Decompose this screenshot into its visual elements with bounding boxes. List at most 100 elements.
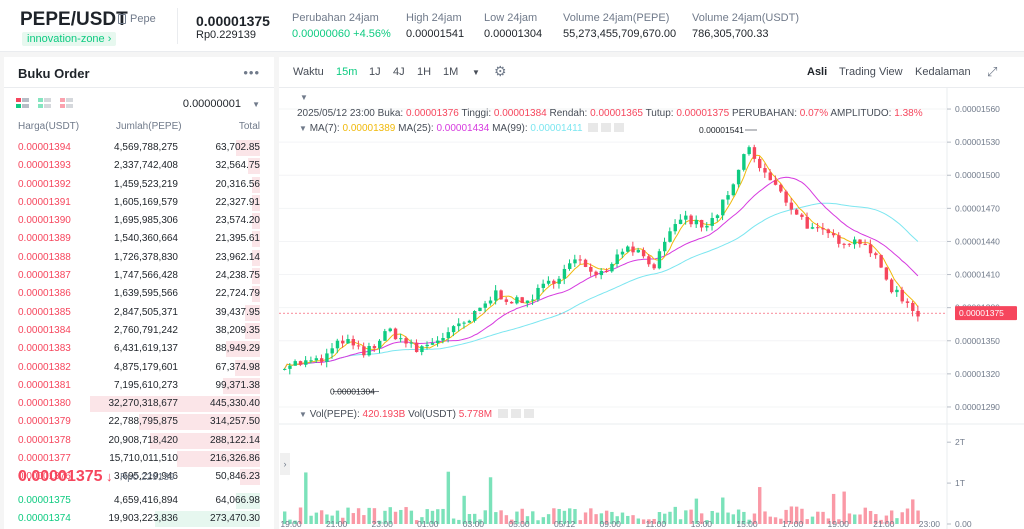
caret-down-icon[interactable]: ▼ [472,68,480,77]
row-price: 0.00001375 [18,495,71,506]
time-tick-label: 09:00 [600,519,622,529]
interval-15m[interactable]: 15m [336,66,358,78]
pair-symbol[interactable]: PEPE/USDT [20,9,128,30]
row-price: 0.00001391 [18,196,71,208]
innovation-zone-tag[interactable]: innovation-zone › [22,32,117,46]
ask-row[interactable]: 0.00001378 20,908,718,420 288,122.14 [4,432,274,450]
volume-bar [283,511,287,524]
ask-row[interactable]: 0.00001383 6,431,619,137 88,949.29 [4,340,274,358]
time-tick-label: 17:00 [782,519,804,529]
ask-row[interactable]: 0.00001393 2,337,742,408 32,564.75 [4,157,274,175]
depth-bar [251,268,260,285]
view-kedalaman[interactable]: Kedalaman [915,66,971,78]
row-amount: 3,695,219,946 [114,471,178,483]
row-total: 39,437.95 [215,306,261,318]
col-price: Harga(USDT) [18,121,80,132]
view-asli[interactable]: Asli [807,66,828,78]
volume-bar [288,519,292,524]
ask-row[interactable]: 0.00001379 22,788,795,875 314,257.50 [4,413,274,431]
ask-row[interactable]: 0.00001382 4,875,179,601 67,374.98 [4,359,274,377]
ask-row[interactable]: 0.00001385 2,847,505,371 39,437.95 [4,304,274,322]
time-tick-label: 19:00 [828,519,850,529]
ask-row[interactable]: 0.00001381 7,195,610,273 99,371.38 [4,377,274,395]
chevron-right-icon[interactable]: › [280,453,290,475]
both-sides-view-icon[interactable] [16,98,30,108]
settings-icon[interactable] [510,409,521,418]
row-price: 0.00001380 [18,398,71,410]
row-total: 23,962.14 [215,251,261,263]
asks-only-view-icon[interactable] [60,98,74,108]
volume-bar [884,515,889,524]
interval-4j[interactable]: 4J [393,66,405,78]
candle-body [457,323,461,327]
last-price-fiat: Rp0.229139 [196,29,256,41]
candle-body [626,246,630,252]
candle-body [420,346,424,353]
candle-body [779,184,783,192]
volume-bar [736,509,741,524]
ask-row[interactable]: 0.00001380 32,270,318,677 445,330.40 [4,395,274,413]
ask-row[interactable]: 0.00001388 1,726,378,830 23,962.14 [4,249,274,267]
bids-only-view-icon[interactable] [38,98,52,108]
eye-icon[interactable] [588,123,599,132]
row-total: 67,374.98 [215,361,261,373]
volume-bar [319,510,324,524]
candle-body [615,254,619,264]
row-amount: 32,270,318,677 [108,398,178,410]
volume-bar [652,518,656,524]
volume-bar [441,508,445,524]
view-tradingview[interactable]: Trading View [839,66,903,78]
close-icon[interactable] [614,123,625,132]
bid-row[interactable]: 0.00001374 19,903,223,836 273,470.30 [4,510,274,528]
volume-bar [779,518,783,524]
ask-row[interactable]: 0.00001390 1,695,985,306 23,574.20 [4,212,274,230]
volume-bar [663,513,667,524]
depth-bar [239,469,260,486]
eye-icon[interactable] [497,409,508,418]
ask-row[interactable]: 0.00001376 3,695,219,946 50,846.23 [4,468,274,486]
ask-row[interactable]: 0.00001392 1,459,523,219 20,316.56 [4,176,274,194]
bid-row[interactable]: 0.00001375 4,659,416,894 64,066.98 [4,492,274,510]
ask-row[interactable]: 0.00001394 4,569,788,275 63,702.85 [4,139,274,157]
caret-down-icon[interactable]: ▼ [299,124,307,133]
candle-body [905,301,910,303]
coin-name[interactable]: Pepe [118,13,156,25]
settings-icon[interactable] [601,123,612,132]
time-label: Waktu [293,66,324,78]
ask-row[interactable]: 0.00001377 15,710,011,510 216,326.86 [4,450,274,468]
stat-volume-usdt: Volume 24jam(USDT) 786,305,700.33 [692,12,799,40]
more-icon[interactable]: ••• [243,65,260,80]
fullscreen-icon[interactable]: ⤢ [987,64,998,79]
volume-bar [346,507,350,524]
ask-row[interactable]: 0.00001384 2,760,791,242 38,209.35 [4,322,274,340]
candlestick-chart[interactable]: 0.00001560 0.00001530 0.00001500 0.00001470… [279,88,1024,529]
depth-bar [251,194,260,211]
candle-body [821,228,825,230]
last-price-tag [955,306,1017,321]
interval-1h[interactable]: 1H [417,66,432,78]
candle-body [858,239,862,245]
bid-rows: 0.00001375 4,659,416,894 64,066.98 0.000013… [4,492,274,529]
candle-body [399,338,403,340]
volume-bar [351,513,356,524]
ask-row[interactable]: 0.00001389 1,540,360,664 21,395.61 [4,230,274,248]
interval-1m[interactable]: 1M [443,66,459,78]
candle-body [689,215,693,225]
candle-body [911,302,915,311]
settings-gear-icon[interactable]: ⚙ [494,63,507,79]
candle-body [288,365,292,369]
caret-down-icon[interactable]: ▼ [299,410,307,419]
volume-tick-label: 0.00 [955,519,972,529]
precision-select[interactable]: 0.00000001 ▼ [182,98,260,110]
caret-down-icon[interactable]: ▼ [300,93,308,102]
close-icon[interactable] [523,409,534,418]
candle-body [699,219,704,228]
interval-1j[interactable]: 1J [369,66,381,78]
ask-row[interactable]: 0.00001387 1,747,566,428 24,238.75 [4,267,274,285]
ask-row[interactable]: 0.00001386 1,639,595,566 22,724.79 [4,285,274,303]
row-total: 21,395.61 [215,233,261,245]
row-price: 0.00001385 [18,306,71,318]
depth-bar [154,511,260,528]
candle-body [462,322,466,324]
ask-row[interactable]: 0.00001391 1,605,169,579 22,327.91 [4,194,274,212]
